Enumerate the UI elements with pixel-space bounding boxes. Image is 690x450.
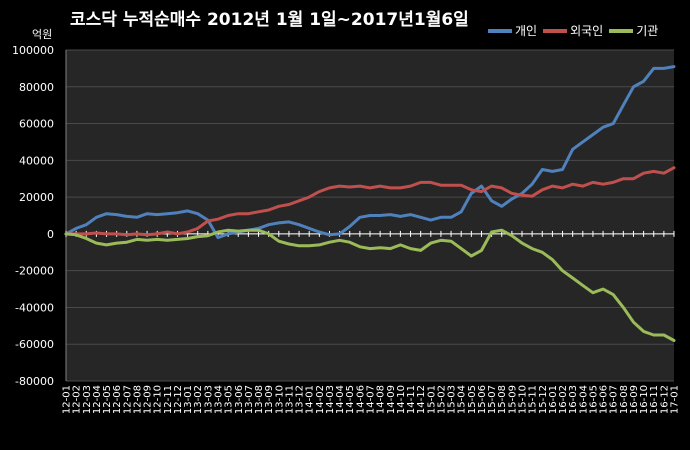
x-tick-label: 14-06 <box>355 385 366 414</box>
x-tick-label: 16-05 <box>588 385 599 414</box>
x-tick-label: 13-06 <box>234 385 245 414</box>
x-tick-label: 16-11 <box>649 385 660 414</box>
chart-title: 코스닥 누적순매수 2012년 1월 1일~2017년1월6일 <box>70 10 469 30</box>
x-tick-label: 16-01 <box>548 385 559 414</box>
y-tick-label: -40000 <box>15 301 54 314</box>
x-tick-label: 12-10 <box>153 385 164 414</box>
legend-label-foreign: 외국인 <box>570 24 604 38</box>
x-tick-label: 12-11 <box>163 385 174 414</box>
x-tick-label: 12-09 <box>143 385 154 414</box>
x-tick-label: 14-03 <box>325 385 336 414</box>
y-axis-unit-label: 억원 <box>32 28 53 41</box>
x-tick-label: 13-04 <box>214 385 225 414</box>
x-tick-label: 15-04 <box>457 385 468 414</box>
x-tick-label: 15-08 <box>497 385 508 414</box>
x-tick-label: 16-06 <box>599 385 610 414</box>
x-tick-label: 16-09 <box>629 385 640 414</box>
x-tick-label: 12-05 <box>102 385 113 414</box>
x-tick-label: 16-12 <box>659 385 670 414</box>
x-tick-label: 16-10 <box>639 385 650 414</box>
y-tick-label: 20000 <box>19 191 54 204</box>
x-tick-label: 15-03 <box>447 385 458 414</box>
y-tick-label: -80000 <box>15 375 54 388</box>
x-tick-label: 14-01 <box>305 385 316 414</box>
x-tick-label: 15-09 <box>507 385 518 414</box>
x-tick-label: 12-01 <box>62 385 73 414</box>
legend: 개인 외국인 기관 <box>488 22 664 39</box>
x-tick-label: 12-03 <box>82 385 93 414</box>
x-tick-label: 15-07 <box>487 385 498 414</box>
x-tick-label: 15-11 <box>528 385 539 414</box>
y-tick-label: 40000 <box>19 154 54 167</box>
y-tick-label: 80000 <box>19 81 54 94</box>
x-tick-label: 16-02 <box>558 385 569 414</box>
x-tick-label: 12-07 <box>122 385 133 414</box>
series-line-individual <box>64 65 676 240</box>
x-tick-label: 13-08 <box>254 385 265 414</box>
x-tick-label: 13-03 <box>203 385 214 414</box>
y-tick-label: 100000 <box>12 44 54 57</box>
series-line-foreign <box>64 166 676 237</box>
legend-label-individual: 개인 <box>515 24 538 38</box>
x-tick-label: 12-04 <box>92 385 103 414</box>
legend-item-foreign: 외국인 <box>543 22 603 39</box>
x-tick-label: 14-02 <box>315 385 326 414</box>
legend-label-institution: 기관 <box>636 24 659 38</box>
x-tick-label: 17-01 <box>670 385 681 414</box>
x-tick-label: 16-07 <box>609 385 620 414</box>
series-line-institution <box>64 228 676 342</box>
x-tick-label: 13-10 <box>274 385 285 414</box>
x-tick-label: 12-08 <box>132 385 143 414</box>
x-tick-label: 13-09 <box>264 385 275 414</box>
y-tick-label: -60000 <box>15 338 54 351</box>
x-tick-label: 14-08 <box>376 385 387 414</box>
x-tick-label: 13-02 <box>193 385 204 414</box>
x-tick-label: 15-10 <box>518 385 529 414</box>
x-tick-label: 13-01 <box>183 385 194 414</box>
x-tick-label: 15-05 <box>467 385 478 414</box>
x-tick-label: 16-03 <box>568 385 579 414</box>
x-tick-label: 14-07 <box>366 385 377 414</box>
x-tick-label: 13-11 <box>284 385 295 414</box>
x-tick-label: 12-12 <box>173 385 184 414</box>
legend-swatch-individual <box>488 28 512 33</box>
y-tick-label: 60000 <box>19 118 54 131</box>
x-tick-label: 12-02 <box>72 385 83 414</box>
x-tick-label: 15-06 <box>477 385 488 414</box>
x-tick-label: 15-01 <box>426 385 437 414</box>
x-tick-label: 16-08 <box>619 385 630 414</box>
x-tick-label: 15-12 <box>538 385 549 414</box>
x-tick-label: 16-04 <box>578 385 589 414</box>
x-tick-label: 14-10 <box>396 385 407 414</box>
x-tick-label: 13-12 <box>295 385 306 414</box>
x-tick-label: 15-02 <box>436 385 447 414</box>
x-tick-label: 13-05 <box>224 385 235 414</box>
y-tick-label: -20000 <box>15 265 54 278</box>
x-tick-label: 14-05 <box>345 385 356 414</box>
x-tick-label: 12-06 <box>112 385 123 414</box>
legend-item-institution: 기관 <box>609 22 658 39</box>
y-tick-label: 0 <box>47 228 54 241</box>
legend-item-individual: 개인 <box>488 22 537 39</box>
legend-swatch-foreign <box>543 28 568 33</box>
x-tick-label: 14-11 <box>406 385 417 414</box>
x-tick-label: 14-09 <box>386 385 397 414</box>
legend-swatch-institution <box>609 28 634 33</box>
x-tick-label: 13-07 <box>244 385 255 414</box>
x-tick-label: 14-12 <box>416 385 427 414</box>
x-tick-label: 14-04 <box>335 385 346 414</box>
